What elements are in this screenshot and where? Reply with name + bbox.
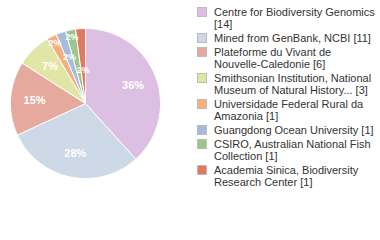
svg-text:28%: 28% [64,147,86,159]
svg-text:36%: 36% [122,79,144,91]
html-text:Plateforme du Vivant de Nouvel: Plateforme du Vivant de Nouvelle-Caledon… [214,46,332,70]
svg-text:2%: 2% [63,52,76,62]
html-text:Guangdong Ocean University [1]: Guangdong Ocean University [1] [214,124,374,136]
html-text:Mined from GenBank, NCBI [11]: Mined from GenBank, NCBI [11] [214,32,371,44]
svg-text:7%: 7% [42,60,58,72]
svg-text:2%: 2% [49,38,62,48]
html-text:Universidade Federal Rural da: Universidade Federal Rural da Amazonia [… [214,98,364,122]
html-text:Centre for Biodiversity Genomi: Centre for Biodiversity Genomics [14] [214,6,375,30]
html-text:Academia Sinica, Biodiversity: Academia Sinica, Biodiversity Research C… [214,164,359,188]
html-text:Smithsonian Institution, Natio: Smithsonian Institution, National Museum… [214,72,372,96]
html-text:CSIRO, Australian National Fis: CSIRO, Australian National Fish Collecti… [214,138,371,162]
svg-text:15%: 15% [24,94,46,106]
svg-text:2%: 2% [66,32,79,42]
svg-text:2%: 2% [77,65,90,75]
